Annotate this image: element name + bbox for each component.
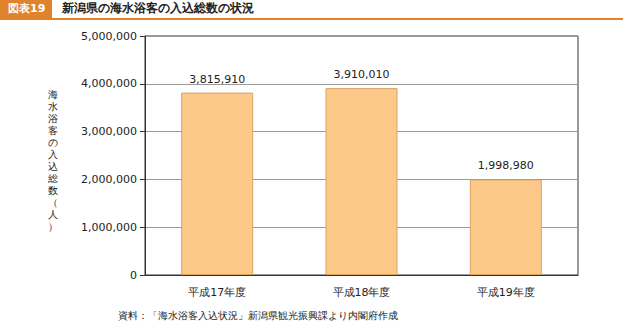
svg-text:1,998,980: 1,998,980	[478, 159, 534, 172]
svg-text:5,000,000: 5,000,000	[81, 30, 137, 43]
svg-text:1,000,000: 1,000,000	[81, 221, 137, 234]
svg-text:平成19年度: 平成19年度	[477, 286, 535, 299]
svg-text:浴: 浴	[48, 113, 58, 124]
svg-text:の: の	[48, 137, 58, 148]
svg-text:平成18年度: 平成18年度	[333, 286, 391, 299]
svg-text:入: 入	[48, 149, 58, 160]
svg-text:3,000,000: 3,000,000	[81, 125, 137, 138]
svg-text:）: ）	[48, 221, 58, 232]
svg-text:数: 数	[48, 185, 58, 196]
svg-text:資料：「海水浴客入込状況」新潟県観光振興課より内閣府作成: 資料：「海水浴客入込状況」新潟県観光振興課より内閣府作成	[118, 310, 398, 321]
svg-text:4,000,000: 4,000,000	[81, 77, 137, 90]
svg-text:込: 込	[48, 161, 58, 172]
svg-text:3,910,010: 3,910,010	[334, 68, 390, 81]
svg-text:（: （	[48, 197, 58, 208]
svg-text:図表19: 図表19	[8, 2, 45, 15]
svg-text:総: 総	[47, 173, 58, 184]
svg-text:人: 人	[48, 209, 58, 220]
svg-text:3,815,910: 3,815,910	[189, 73, 245, 86]
svg-text:客: 客	[48, 125, 58, 136]
svg-text:水: 水	[48, 101, 58, 112]
svg-text:平成17年度: 平成17年度	[188, 286, 246, 299]
svg-text:海: 海	[48, 89, 58, 100]
svg-text:新潟県の海水浴客の入込総数の状況: 新潟県の海水浴客の入込総数の状況	[61, 1, 254, 15]
svg-text:0: 0	[130, 269, 137, 282]
svg-text:2,000,000: 2,000,000	[81, 173, 137, 186]
